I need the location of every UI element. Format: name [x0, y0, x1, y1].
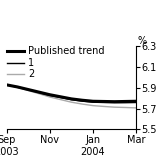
Text: %: % [137, 36, 147, 46]
Legend: Published trend, 1, 2: Published trend, 1, 2 [7, 46, 105, 79]
